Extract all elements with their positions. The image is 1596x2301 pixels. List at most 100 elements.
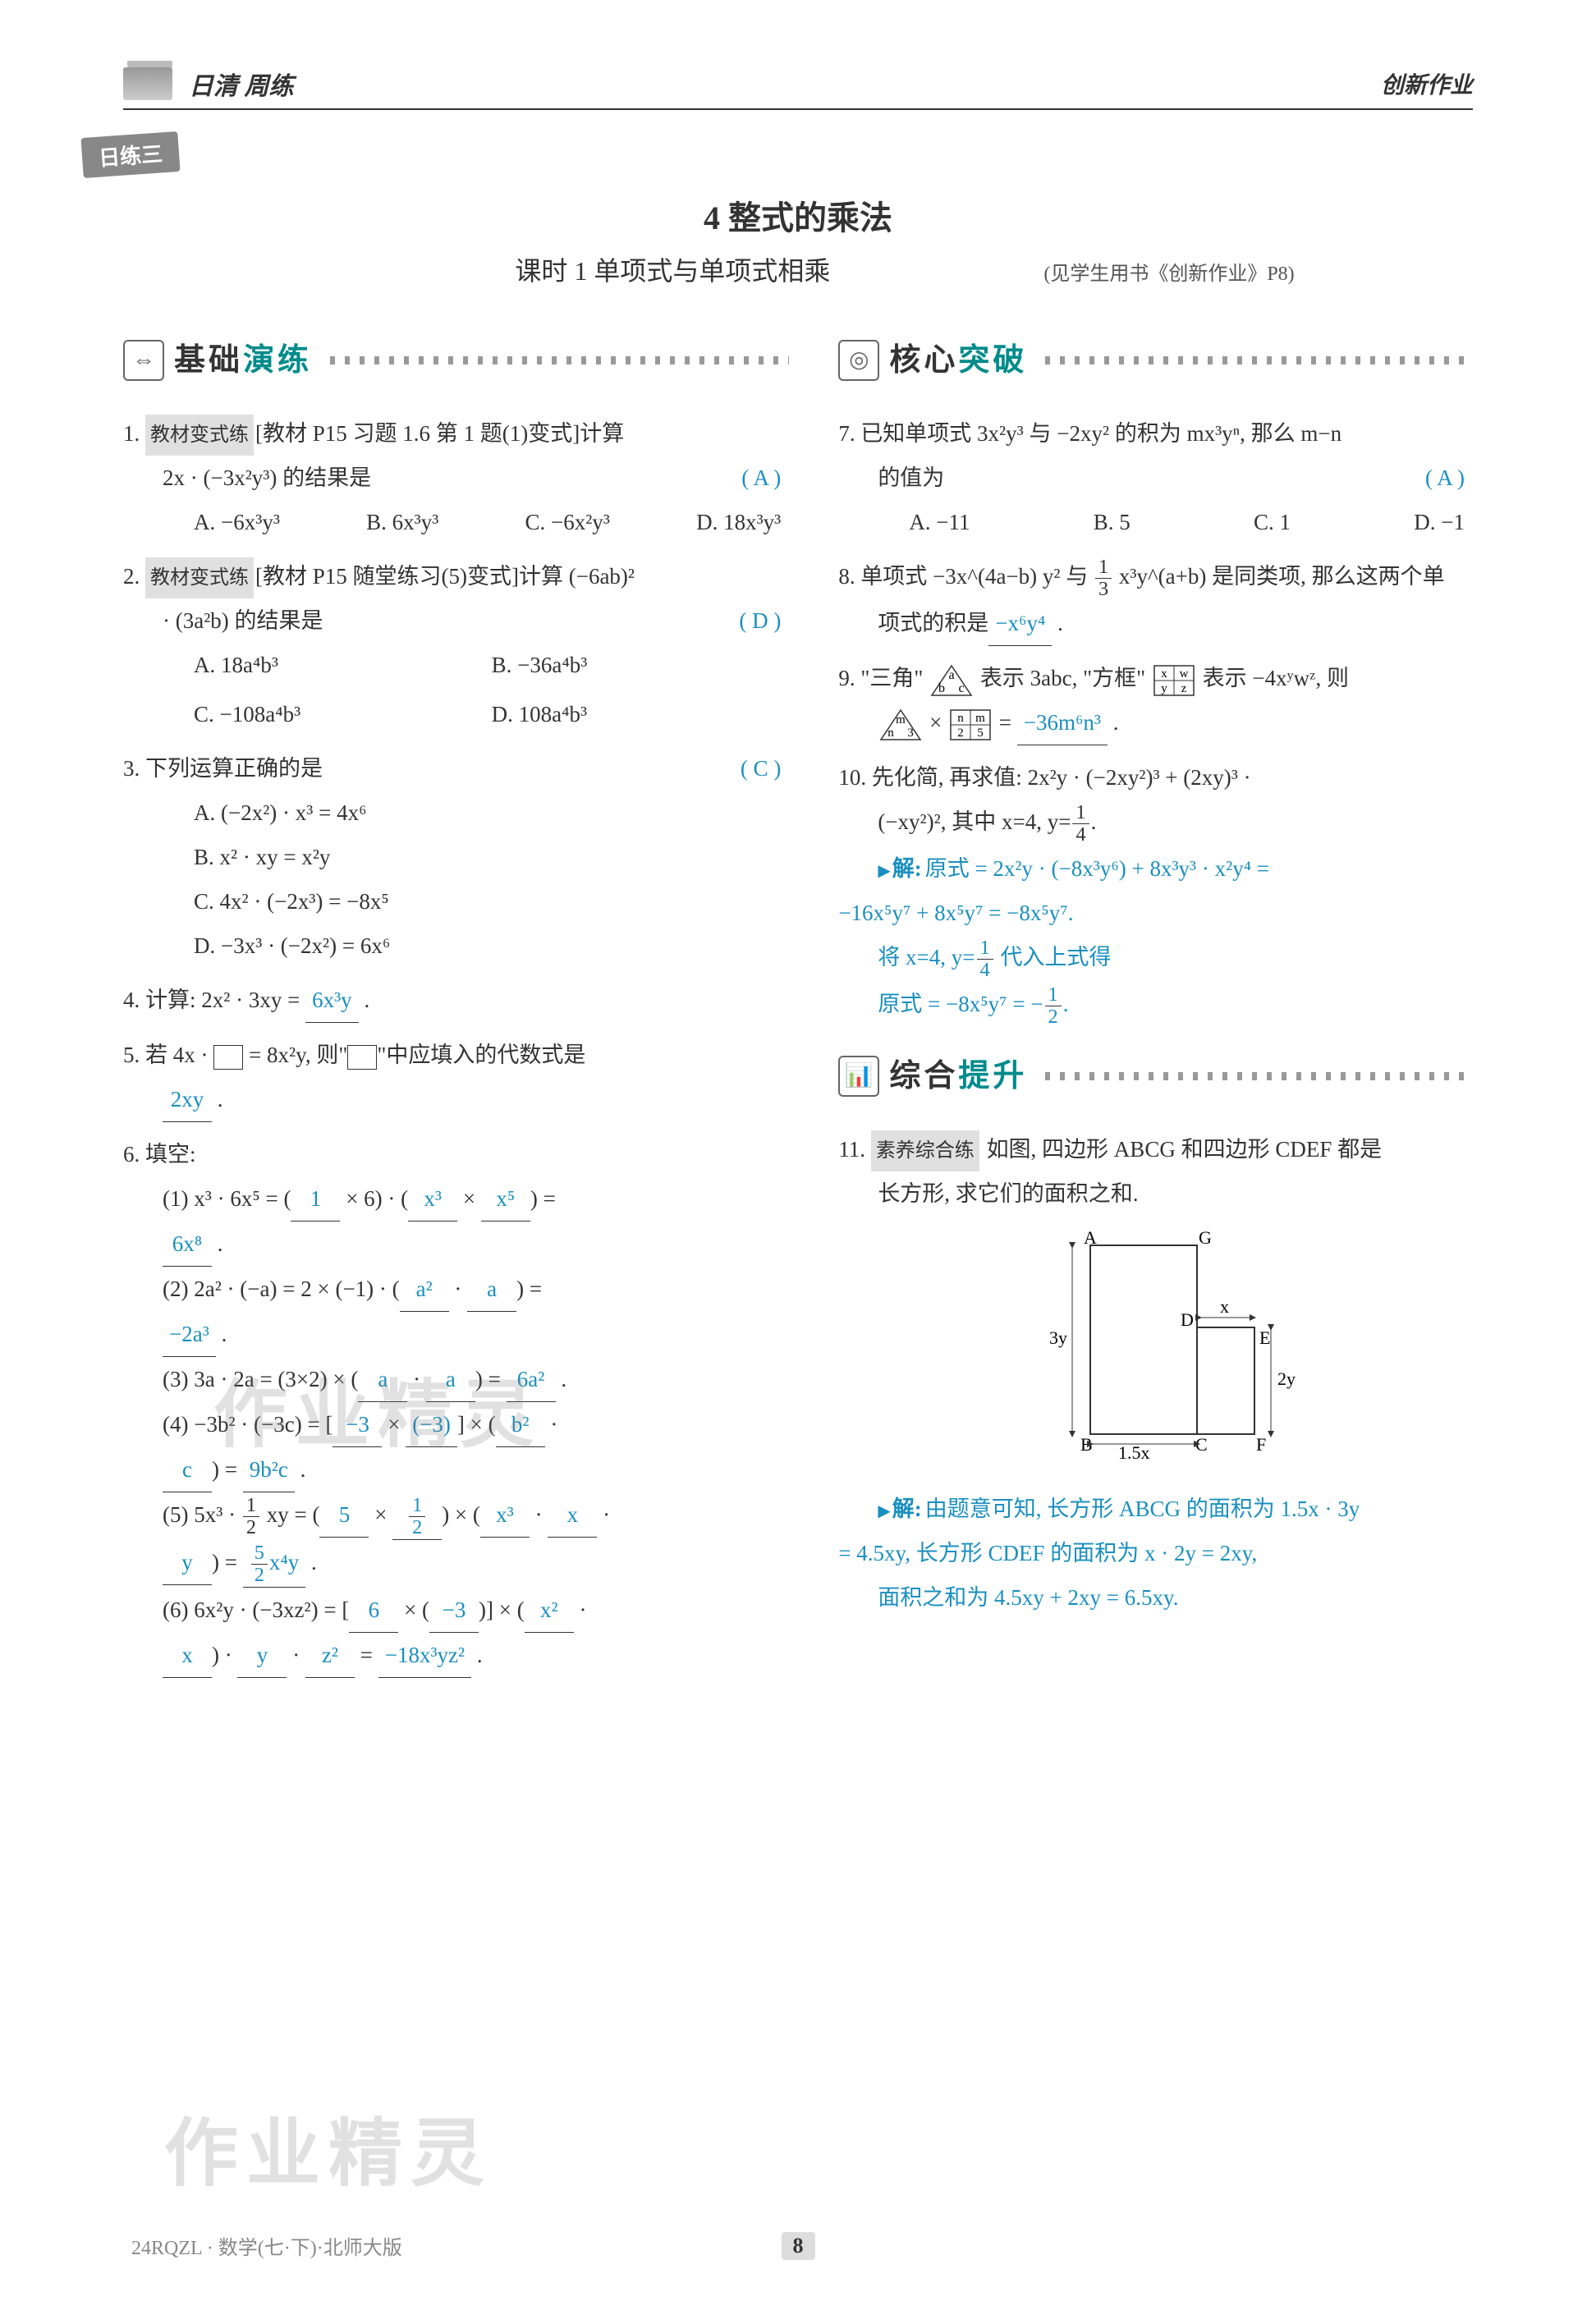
q6p5-pre: (5) 5x³ ·: [163, 1502, 241, 1527]
q6p3-b1: a: [358, 1357, 407, 1402]
q11-text-b: 长方形, 求它们的面积之和.: [838, 1171, 1473, 1216]
q6p3-m1: ·: [407, 1367, 426, 1391]
svg-text:2y: 2y: [1277, 1368, 1296, 1389]
solve-arrow-icon: [878, 1497, 892, 1521]
q6p5-tail: .: [305, 1550, 317, 1574]
q6p3-tail: .: [556, 1367, 567, 1391]
svg-text:n: n: [888, 727, 895, 740]
q1-opt-b: B. 6x³y³: [366, 500, 438, 544]
q6p5-b4: x: [548, 1492, 597, 1538]
watermark: 作业精灵: [164, 2093, 493, 2200]
svg-text:m: m: [975, 712, 985, 725]
section-divider-icon: [1045, 1072, 1473, 1080]
q10-s3frd: 4: [977, 960, 993, 982]
rectangle-diagram: A G D E B C F 3y 1.5x: [838, 1229, 1473, 1474]
literacy-practice-tag: 素养综合练: [871, 1130, 979, 1171]
svg-text:m: m: [896, 713, 906, 727]
q6p2-tail: .: [216, 1322, 227, 1346]
q8-text-c: 项式的积是: [878, 611, 988, 635]
q11-text-a: 如图, 四边形 ABCG 和四边形 CDEF 都是: [987, 1137, 1383, 1162]
q6p6-b6: z²: [305, 1633, 355, 1678]
svg-text:y: y: [1161, 682, 1167, 695]
q6p4-m3: ·: [545, 1412, 558, 1437]
svg-text:D: D: [1181, 1309, 1194, 1330]
q10-s1: 原式 = 2x²y · (−8x³y⁶) + 8x³y³ · x²y⁴ =: [925, 856, 1269, 881]
q5-text-b: = 8x²y, 则": [243, 1043, 347, 1067]
q8-answer: −x⁶y⁴: [988, 601, 1052, 646]
q6p5-frd: 2: [243, 1517, 259, 1539]
q6p4-ans: 9b²c: [243, 1447, 295, 1492]
arrows-icon: ⇔: [123, 340, 164, 381]
q10-s4a: 原式 = −8x⁵y⁷ = −: [878, 992, 1043, 1016]
q4-answer: 6x³y: [305, 978, 359, 1023]
q6p2-ans: −2a³: [163, 1312, 216, 1357]
blank-box-icon: [213, 1045, 243, 1070]
q6p5-b5: y: [163, 1540, 212, 1585]
svg-text:z: z: [1181, 682, 1187, 695]
svg-text:5: 5: [977, 727, 984, 740]
q6p4-tail: .: [295, 1457, 306, 1482]
section-divider-icon: [330, 356, 789, 364]
q8-tail: .: [1052, 611, 1063, 635]
q9-text-c: 表示 −4xʸwᶻ, 则: [1203, 666, 1349, 690]
page-footer: 8: [0, 2232, 1596, 2260]
q10-s4frn: 1: [1045, 984, 1062, 1007]
question-3: 3. 下列运算正确的是 ( C ) A. (−2x²) · x³ = 4x⁶ B…: [123, 746, 789, 968]
q6p1-m3: ) =: [530, 1186, 556, 1211]
q6p4-m1: ×: [382, 1412, 406, 1437]
q6p3-b2: a: [426, 1357, 475, 1402]
q6p6-m5: ·: [287, 1643, 305, 1667]
q6p2-b2: a: [467, 1267, 516, 1312]
section-divider-icon: [1045, 356, 1473, 364]
q6p1-tail: .: [212, 1231, 223, 1256]
q6p3-ans: 6a²: [507, 1357, 556, 1402]
question-8: 8. 单项式 −3x^(4a−b) y² 与 13 x³y^(a+b) 是同类项…: [838, 554, 1473, 646]
q7-opt-b: B. 5: [1094, 500, 1130, 544]
q6p6-pre: (6) 6x²y · (−3xz²) = [: [163, 1597, 349, 1622]
q6p1-b3: x⁵: [481, 1176, 530, 1222]
q10-s3a: 将 x=4, y=: [878, 945, 975, 969]
q9-text-a: "三角": [860, 666, 923, 690]
question-6: 6. 填空: (1) x³ · 6x⁵ = (1 × 6) · (x³ × x⁵…: [123, 1132, 789, 1678]
question-5: 5. 若 4x · = 8x²y, 则""中应填入的代数式是 2xy .: [123, 1033, 789, 1122]
chart-icon: 📊: [838, 1056, 879, 1097]
q4-text: 计算: 2x² · 3xy =: [145, 988, 305, 1012]
q2-opt-a: A. 18a⁴b³: [194, 643, 492, 687]
q6p6-tail: .: [471, 1643, 483, 1667]
q10-s2: −16x⁵y⁷ + 8x⁵y⁷ = −8x⁵y⁷.: [838, 891, 1473, 935]
q10-text-a: 先化简, 再求值: 2x²y · (−2xy²)³ + (2xy)³ ·: [872, 765, 1251, 790]
section-basic-practice: ⇔ 基础演练: [123, 329, 789, 392]
q8-frn: 1: [1095, 557, 1112, 580]
q5-text-a: 若 4x ·: [145, 1043, 213, 1067]
q6p3-pre: (3) 3a · 2a = (3×2) × (: [163, 1367, 358, 1391]
svg-text:w: w: [1179, 667, 1188, 681]
q6p2-b1: a²: [400, 1267, 449, 1312]
q1-opt-c: C. −6x²y³: [525, 500, 609, 544]
q6p5-m4: ·: [597, 1502, 610, 1527]
q9-answer: −36m⁶n³: [1017, 700, 1108, 745]
svg-text:2: 2: [957, 727, 964, 740]
q6p6-m2: )] × (: [479, 1597, 525, 1622]
svg-text:3y: 3y: [1049, 1327, 1067, 1348]
q2-opt-b: B. −36a⁴b³: [492, 643, 790, 687]
q6p5-frn: 1: [243, 1495, 259, 1518]
q6p1-ans: 6x⁸: [163, 1222, 212, 1267]
q6p1-m1: × 6) · (: [340, 1186, 408, 1211]
question-2: 2. 教材变式练[教材 P15 随堂练习(5)变式]计算 (−6ab)² · (…: [123, 554, 789, 736]
right-column: ◎ 核心突破 7. 已知单项式 3x²y³ 与 −2xy² 的积为 mx³yⁿ,…: [838, 329, 1473, 1688]
svg-text:x: x: [1220, 1296, 1229, 1317]
sect3-b: 提升: [958, 1059, 1027, 1093]
q10-s3b: 代入上式得: [995, 945, 1112, 969]
left-column: ⇔ 基础演练 1. 教材变式练[教材 P15 习题 1.6 第 1 题(1)变式…: [123, 329, 789, 1688]
q7-opt-a: A. −11: [909, 500, 970, 544]
q6p4-b1: −3: [332, 1402, 382, 1447]
q5-text-c: "中应填入的代数式是: [377, 1043, 585, 1067]
q7-opt-c: C. 1: [1254, 500, 1291, 544]
q6p4-pre: (4) −3b² · (−3c) = [: [163, 1412, 332, 1437]
blank-box-icon: [347, 1045, 377, 1070]
q7-text-b: 的值为: [878, 465, 944, 490]
q7-answer: ( A ): [1425, 456, 1465, 500]
sub-title-row: 课时 1 单项式与单项式相乘 (见学生用书《创新作业》P8): [123, 250, 1473, 288]
solve-arrow-icon: [878, 856, 892, 881]
q1-answer: ( A ): [741, 456, 781, 500]
